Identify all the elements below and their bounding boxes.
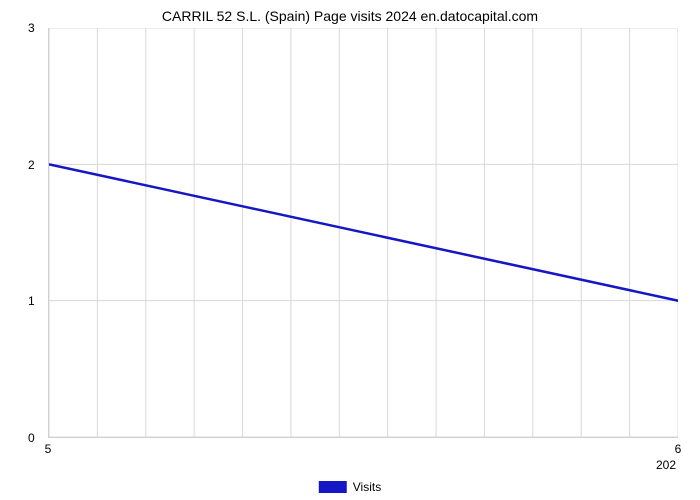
legend-label: Visits xyxy=(353,480,381,494)
chart-container: CARRIL 52 S.L. (Spain) Page visits 2024 … xyxy=(0,0,700,500)
x-tick-label: 6 xyxy=(675,442,682,456)
y-tick-label: 1 xyxy=(28,294,35,308)
plot-svg xyxy=(49,28,678,437)
chart-title: CARRIL 52 S.L. (Spain) Page visits 2024 … xyxy=(162,8,538,24)
x-axis-secondary-label: 202 xyxy=(656,458,676,472)
legend-swatch xyxy=(319,481,347,493)
series-line xyxy=(49,164,678,304)
y-tick-label: 2 xyxy=(28,158,35,172)
y-tick-label: 0 xyxy=(28,431,35,445)
plot-area xyxy=(48,28,678,438)
x-tick-label: 5 xyxy=(45,442,52,456)
legend: Visits xyxy=(319,480,381,494)
y-tick-label: 3 xyxy=(28,21,35,35)
